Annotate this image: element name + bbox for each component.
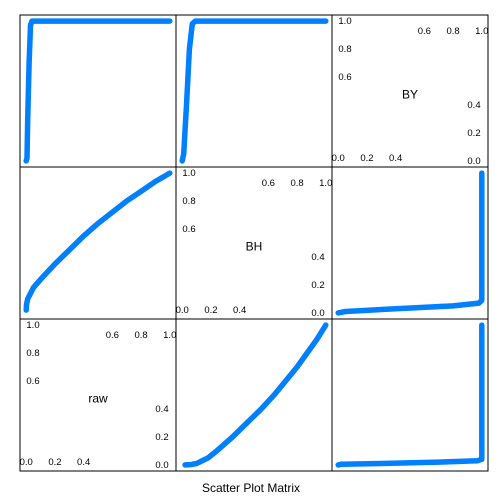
tick-label: 0.4: [77, 457, 90, 468]
panel-curves: [23, 18, 485, 468]
tick-label: 0.2: [48, 457, 61, 468]
diagonal-label-by: BY: [402, 88, 418, 102]
series-bh-vs-by: [335, 170, 485, 316]
panel-frame-r0-c1: [175, 14, 333, 168]
tick-label: 0.6: [182, 224, 195, 235]
series-raw-vs-by: [335, 322, 485, 468]
tick-label: 0.4: [233, 305, 246, 316]
panel-frame-r1-c2: [331, 166, 489, 320]
tick-label: 0.6: [338, 72, 351, 83]
tick-label: 0.6: [26, 376, 39, 387]
tick-label: 0.4: [467, 100, 480, 111]
panel-labels: BY 0.0 0.2 0.4 0.6 0.8 1.0 0.6 0.8 1.0 0.0 0.2 0.4 BH…: [20, 16, 489, 471]
tick-label: 1.0: [182, 168, 195, 179]
panel-frame-r1-c0: [19, 166, 177, 320]
tick-label: 0.6: [418, 26, 431, 37]
tick-label: 0.4: [389, 153, 402, 164]
tick-label: 1.0: [319, 178, 332, 189]
tick-label: 0.0: [467, 156, 480, 167]
tick-label: 0.8: [26, 348, 39, 359]
panel-frame-r0-c0: [19, 14, 177, 168]
tick-label: 0.6: [106, 330, 119, 341]
tick-label: 1.0: [163, 330, 176, 341]
tick-label: 0.0: [20, 457, 33, 468]
tick-label: 0.8: [338, 44, 351, 55]
series-by-vs-bh: [179, 18, 329, 164]
series-bh-vs-raw: [23, 170, 173, 313]
tick-label: 0.0: [332, 153, 345, 164]
series-raw-vs-bh: [182, 322, 329, 468]
panel-frame-r2-c1: [175, 318, 333, 472]
diagonal-label-bh: BH: [246, 240, 263, 254]
tick-label: 0.8: [134, 330, 147, 341]
tick-label: 0.8: [182, 196, 195, 207]
x-axis-label: Scatter Plot Matrix: [202, 481, 300, 495]
tick-label: 0.0: [311, 308, 324, 319]
tick-label: 0.2: [311, 280, 324, 291]
tick-label: 0.6: [262, 178, 275, 189]
panel-frames: [19, 14, 489, 472]
tick-label: 0.4: [155, 404, 168, 415]
panel-frame-r2-c2: [331, 318, 489, 472]
tick-label: 1.0: [338, 16, 351, 27]
tick-label: 0.0: [155, 460, 168, 471]
diagonal-label-raw: raw: [88, 392, 108, 406]
tick-label: 0.8: [446, 26, 459, 37]
tick-label: 1.0: [26, 320, 39, 331]
series-by-vs-raw: [23, 18, 173, 164]
tick-label: 0.2: [467, 128, 480, 139]
tick-label: 0.8: [290, 178, 303, 189]
tick-label: 1.0: [475, 26, 488, 37]
tick-label: 0.2: [360, 153, 373, 164]
tick-label: 0.0: [176, 305, 189, 316]
tick-label: 0.4: [311, 252, 324, 263]
tick-label: 0.2: [155, 432, 168, 443]
tick-label: 0.2: [204, 305, 217, 316]
